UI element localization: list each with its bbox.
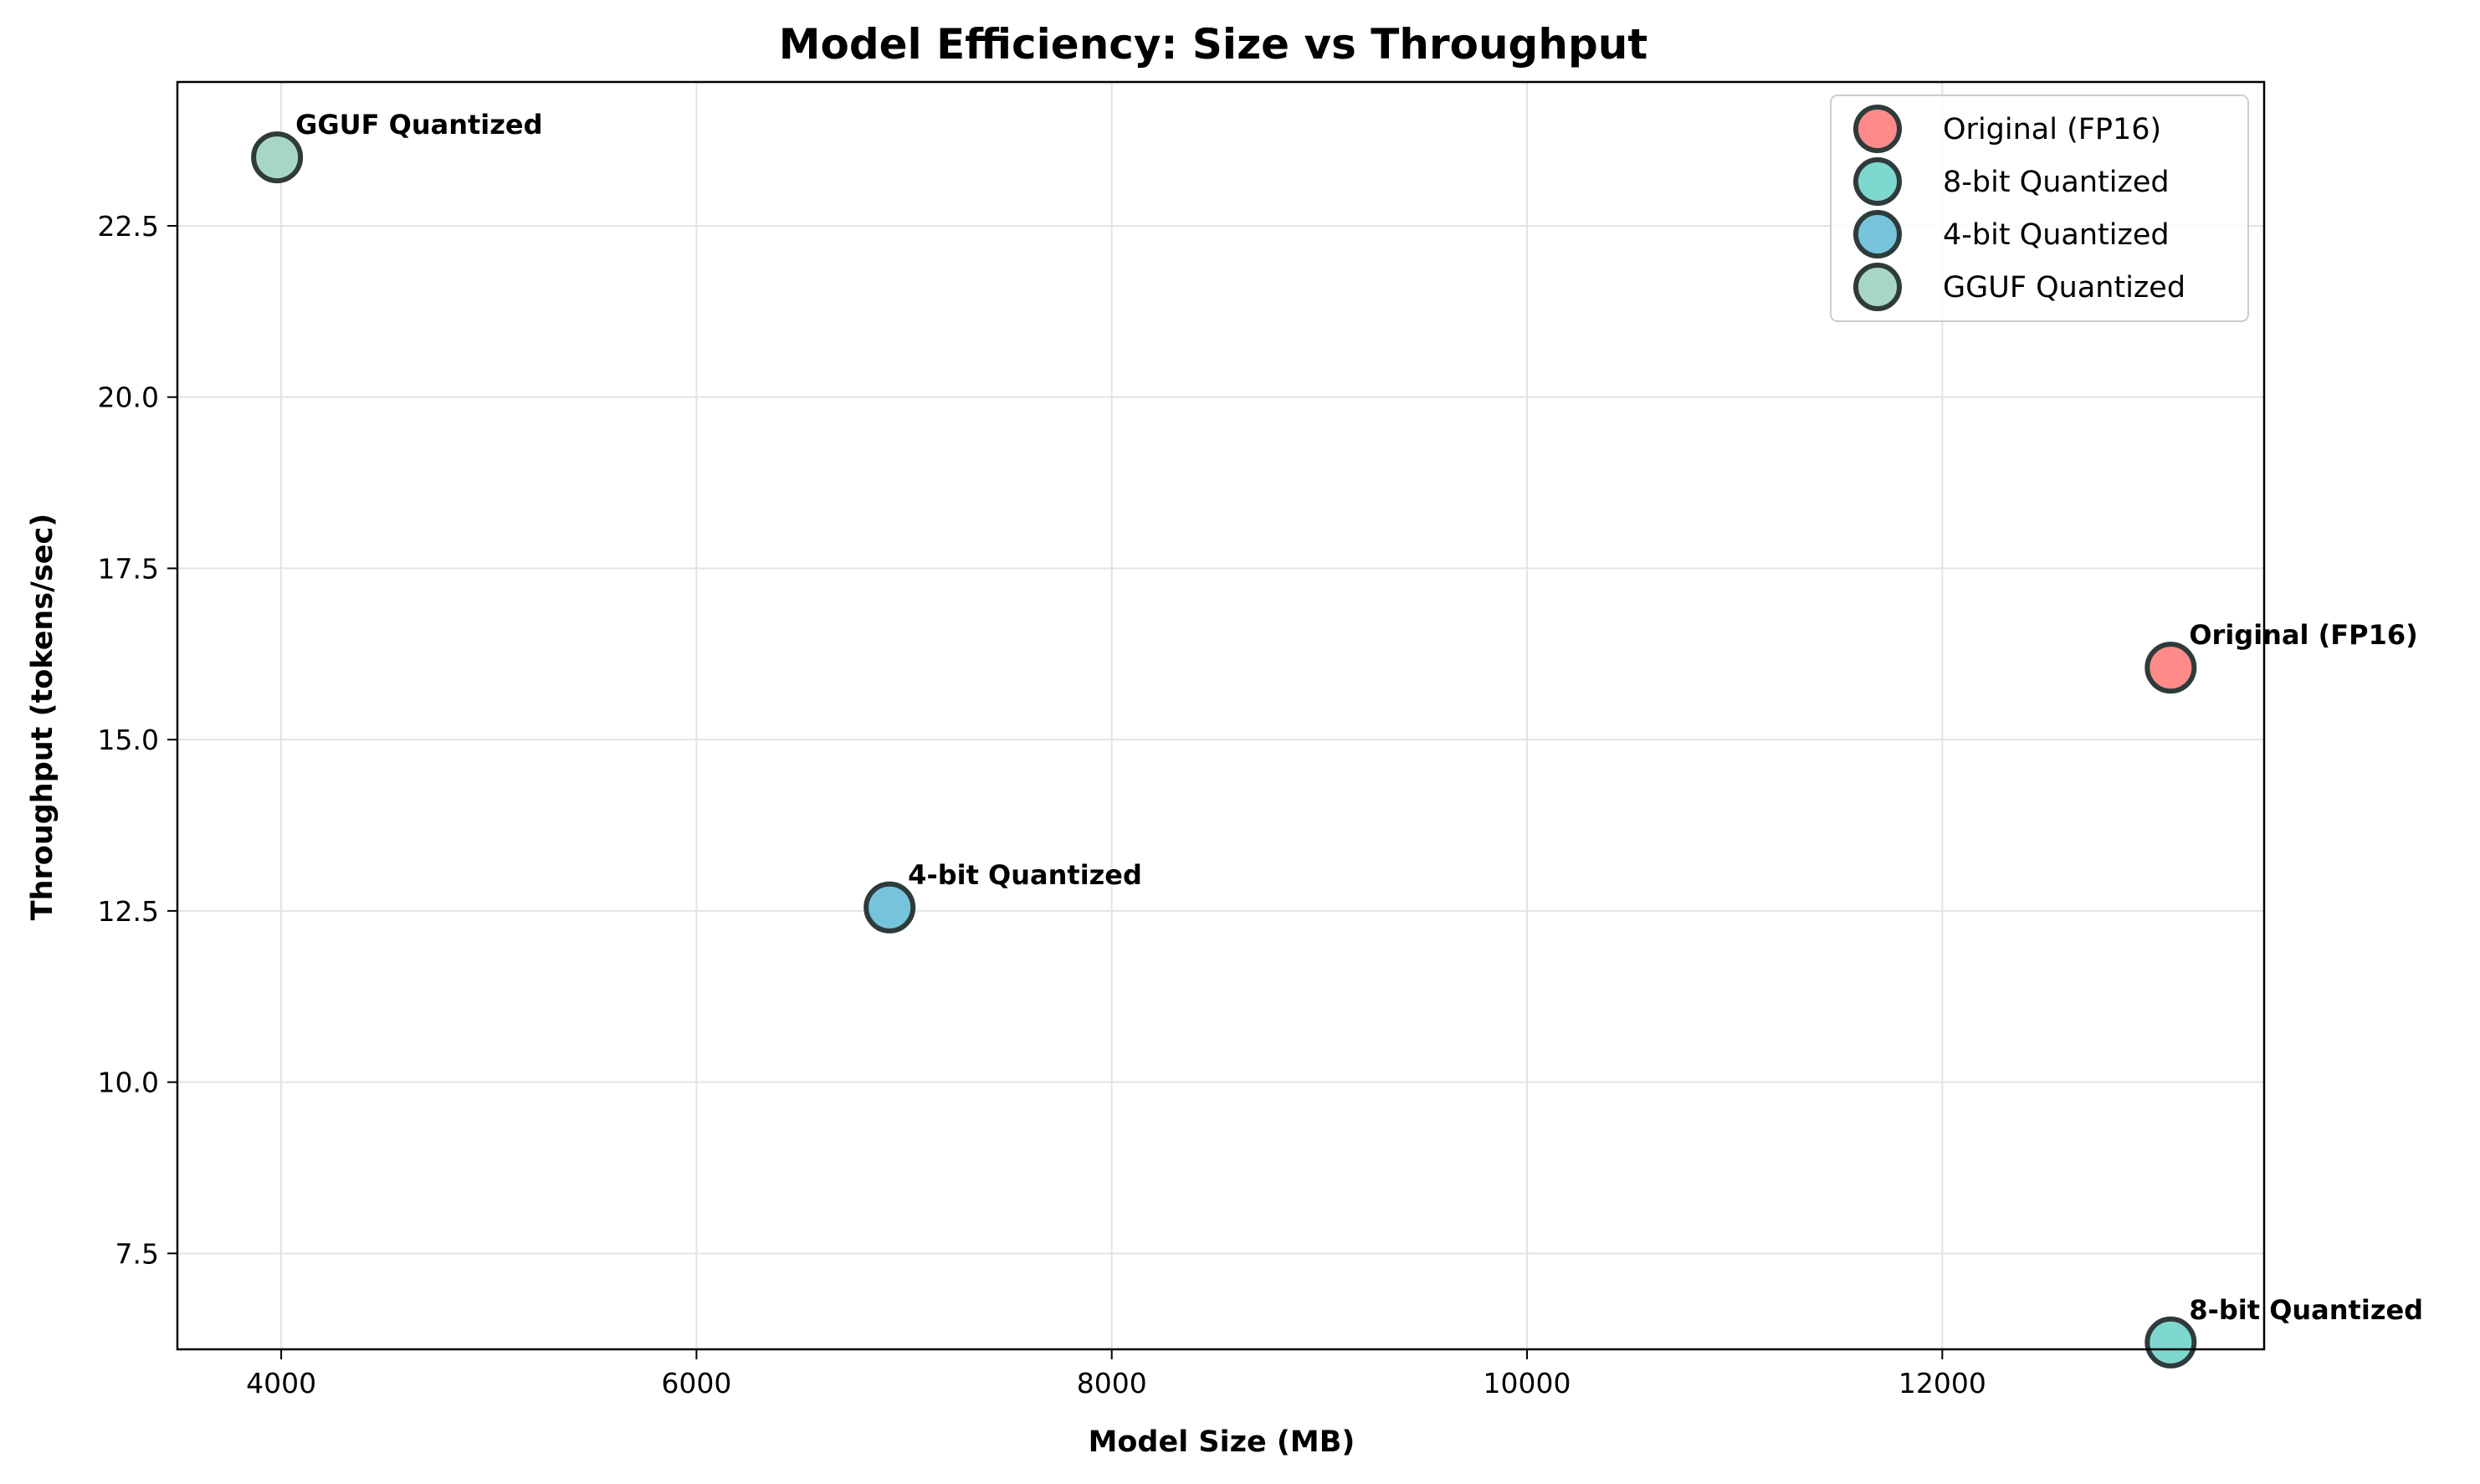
data-point [2144,1316,2197,1369]
legend-marker [1853,263,1902,311]
y-tick-label: 15.0 [98,724,159,756]
data-point [2144,642,2197,694]
x-tick-label: 4000 [246,1367,316,1400]
x-tick-label: 12000 [1898,1367,1986,1400]
y-axis-label: Throughput (tokens/sec) [26,514,59,921]
data-point [251,131,304,184]
data-point [863,881,916,934]
legend-label: Original (FP16) [1943,113,2161,146]
y-tick-label: 20.0 [98,381,159,414]
data-points [251,131,2197,1369]
point-annotation: 4-bit Quantized [908,859,1142,891]
legend-marker [1853,210,1902,258]
y-tick-label: 12.5 [98,895,159,928]
y-tick-label: 10.0 [98,1067,159,1099]
legend-label: 8-bit Quantized [1943,166,2170,199]
y-tick-label: 22.5 [98,210,159,243]
y-tick-label: 17.5 [98,552,159,585]
x-tick-label: 8000 [1077,1367,1147,1400]
chart-title: Model Efficiency: Size vs Throughput [779,20,1648,69]
point-annotation: Original (FP16) [2189,619,2417,651]
x-tick-label: 10000 [1483,1367,1571,1400]
point-annotation: 8-bit Quantized [2189,1294,2423,1326]
plot-area-frame [176,80,2266,1351]
chart-legend: Original (FP16) 8-bit Quantized 4-bit Quan… [1830,95,2249,322]
grid-lines [177,82,2264,1349]
axis-ticks: 4000 6000 8000 10000 12000 7.5 10.0 12.5 15.0 17.… [98,210,1986,1400]
legend-marker [1853,157,1902,206]
legend-box [1830,95,2249,322]
y-tick-label: 7.5 [115,1237,159,1270]
x-tick-label: 6000 [661,1367,731,1400]
x-axis-label: Model Size (MB) [1089,1425,1355,1459]
point-annotations: Original (FP16) 8-bit Quantized 4-bit Quan… [295,109,2423,1326]
legend-label: GGUF Quantized [1943,271,2185,304]
legend-marker [1853,105,1902,153]
legend-label: 4-bit Quantized [1943,218,2170,252]
point-annotation: GGUF Quantized [295,109,542,141]
